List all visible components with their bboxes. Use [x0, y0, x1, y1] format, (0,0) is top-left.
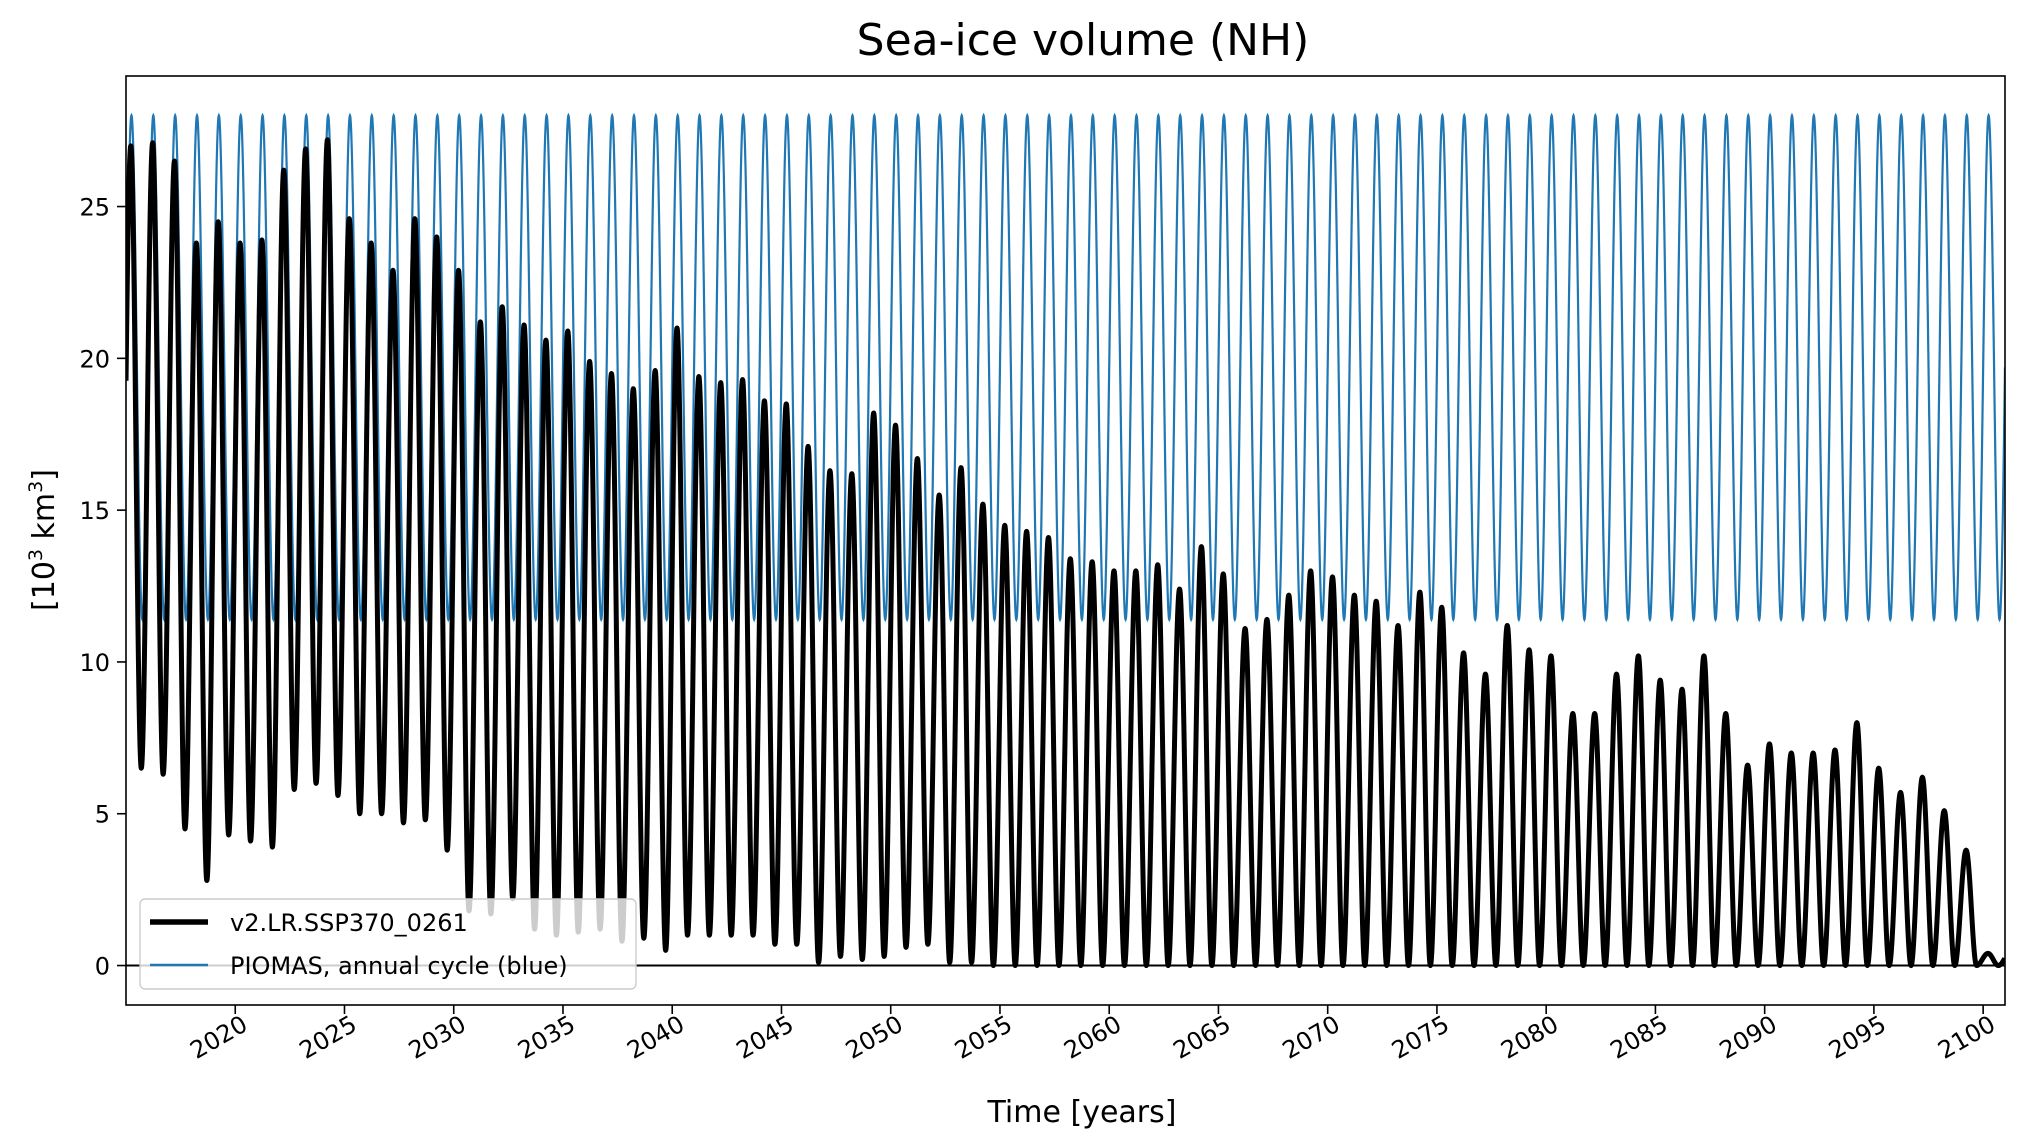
x-tick-label: 2080: [1496, 1010, 1563, 1065]
legend: v2.LR.SSP370_0261 PIOMAS, annual cycle (…: [139, 898, 637, 990]
x-tick-label: 2030: [404, 1010, 471, 1065]
x-tick-label: 2070: [1278, 1010, 1345, 1065]
x-tick-label: 2035: [513, 1010, 580, 1065]
x-tick-label: 2040: [622, 1010, 689, 1065]
x-tick-label: 2060: [1059, 1010, 1126, 1065]
y-axis-label: [103 km3]: [25, 469, 62, 611]
y-tick-label: 25: [79, 194, 110, 222]
plot-frame: [125, 75, 2006, 1006]
x-axis-label: Time [years]: [987, 1095, 1177, 1130]
x-tick-label: 2045: [732, 1010, 799, 1065]
y-tick-label: 10: [79, 649, 110, 677]
x-tick-label: 2020: [185, 1010, 252, 1065]
y-tick-label: 15: [79, 497, 110, 525]
chart-title: Sea-ice volume (NH): [857, 15, 1310, 66]
x-tick-label: 2095: [1824, 1010, 1891, 1065]
x-tick-label: 2025: [295, 1010, 362, 1065]
y-tick-label: 0: [95, 953, 110, 981]
x-tick-label: 2090: [1715, 1010, 1782, 1065]
series-model-line: [126, 137, 2005, 969]
x-tick-label: 2065: [1169, 1010, 1236, 1065]
series-piomas-line: [126, 112, 2005, 623]
legend-label-model: v2.LR.SSP370_0261: [230, 909, 468, 937]
y-tick-label: 20: [79, 345, 110, 373]
x-tick-label: 2100: [1933, 1010, 2000, 1065]
y-tick-label: 5: [95, 801, 110, 829]
legend-box: [139, 898, 637, 990]
legend-label-piomas: PIOMAS, annual cycle (blue): [230, 952, 568, 980]
x-tick-label: 2050: [841, 1010, 908, 1065]
x-tick-label: 2055: [950, 1010, 1017, 1065]
x-tick-label: 2075: [1387, 1010, 1454, 1065]
x-tick-label: 2085: [1606, 1010, 1673, 1065]
